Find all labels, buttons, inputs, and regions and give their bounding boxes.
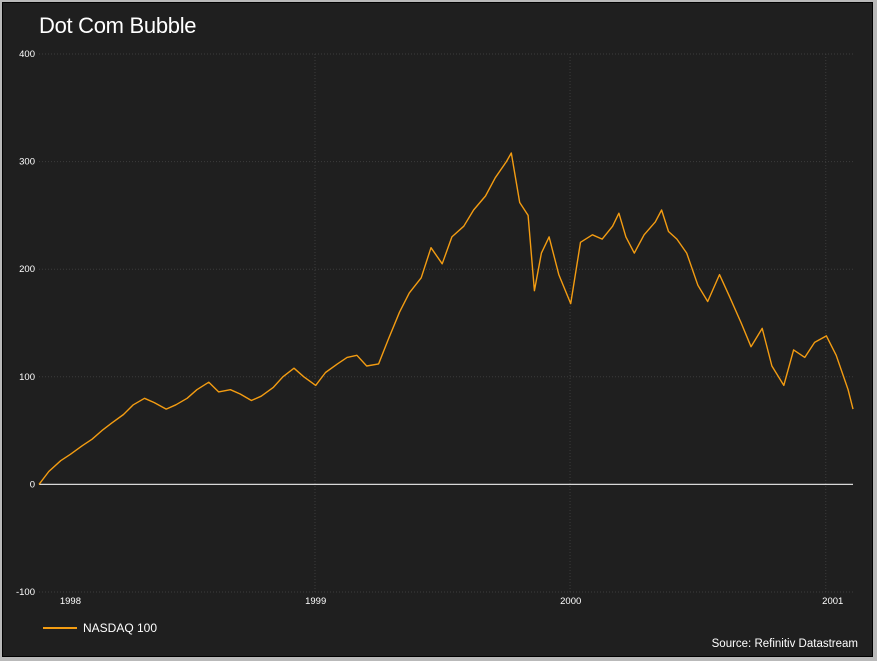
x-tick-label: 1998 <box>60 596 81 607</box>
legend-swatch <box>43 627 77 629</box>
chart-title: Dot Com Bubble <box>39 13 197 38</box>
x-tick-label: 1999 <box>305 596 326 607</box>
series-line-nasdaq-100 <box>38 152 854 485</box>
legend: NASDAQ 100 <box>43 621 157 635</box>
chart-svg: -100 0 100 200 300 400 1998 1999 2000 2001 <box>16 49 854 607</box>
x-tick-label: 2000 <box>560 596 581 607</box>
y-tick-label: 200 <box>19 264 35 275</box>
source-note: Source: Refinitiv Datastream <box>711 638 858 650</box>
x-tick-label: 2001 <box>822 596 843 607</box>
y-tick-label: 100 <box>19 372 35 383</box>
legend-label: NASDAQ 100 <box>83 621 158 635</box>
y-tick-label: 400 <box>19 49 35 60</box>
y-tick-label: 300 <box>19 157 35 168</box>
y-tick-label: -100 <box>16 587 35 598</box>
y-tick-label: 0 <box>30 479 35 490</box>
